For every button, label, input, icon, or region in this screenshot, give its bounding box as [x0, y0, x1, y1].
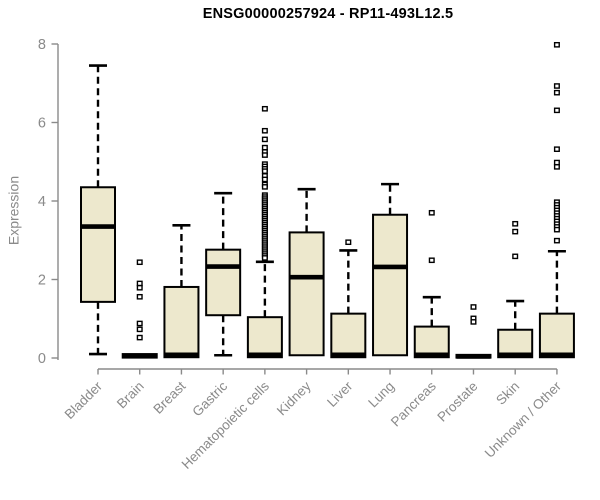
- outlier-point: [553, 146, 560, 152]
- outlier-point: [553, 164, 560, 170]
- outlier-point: [428, 257, 435, 264]
- outlier-point: [136, 284, 143, 291]
- box-prostate: [455, 304, 492, 359]
- chart-title: ENSG00000257924 - RP11-493L12.5: [202, 6, 454, 22]
- x-tick-label-gastric: Gastric: [189, 378, 230, 419]
- x-tick-label-skin: Skin: [493, 379, 522, 408]
- outlier-point: [261, 255, 268, 261]
- outlier-point: [136, 293, 143, 300]
- x-tick-label-liver: Liver: [324, 378, 356, 410]
- outlier-point: [261, 184, 268, 190]
- outlier-point: [261, 144, 268, 151]
- outlier-point: [261, 127, 268, 134]
- outlier-point: [470, 304, 477, 310]
- x-tick-label-bladder: Bladder: [62, 378, 106, 422]
- outlier-point: [553, 159, 560, 166]
- outlier-point: [261, 136, 268, 143]
- outlier-point: [553, 237, 560, 244]
- x-tick-label-kidney: Kidney: [274, 378, 314, 418]
- box-brain: [121, 259, 158, 359]
- outlier-point: [512, 228, 519, 235]
- outlier-point: [136, 280, 143, 287]
- outlier-point: [136, 259, 143, 266]
- y-tick-label: 6: [38, 116, 46, 132]
- outlier-point: [136, 334, 143, 341]
- box-liver: [330, 239, 367, 359]
- outlier-point: [136, 320, 143, 327]
- box-hematopoietic-cells: [246, 105, 283, 359]
- outlier-point: [553, 83, 560, 89]
- outlier-point: [553, 226, 560, 233]
- y-tick-label: 0: [38, 351, 46, 367]
- outlier-point: [470, 319, 477, 325]
- box-gastric: [205, 191, 242, 357]
- box-breast: [163, 224, 200, 359]
- outlier-point: [345, 239, 352, 246]
- x-tick-label-lung: Lung: [365, 379, 397, 411]
- box-kidney: [288, 187, 325, 357]
- y-axis-label: Expression: [5, 175, 22, 246]
- x-tick-label-prostate: Prostate: [434, 379, 480, 425]
- outlier-point: [512, 220, 519, 227]
- box-pancreas: [413, 209, 450, 359]
- outlier-point: [261, 105, 268, 112]
- outlier-point: [261, 168, 268, 174]
- y-tick-label: 2: [38, 273, 46, 289]
- x-tick-label-unknown-other: Unknown / Other: [482, 378, 565, 461]
- x-tick-label-brain: Brain: [114, 379, 147, 412]
- x-tick-label-pancreas: Pancreas: [388, 378, 439, 429]
- box-unknown-other: [538, 41, 575, 359]
- y-axis: 0 2 4 6 8: [38, 37, 59, 367]
- box-lung: [372, 182, 409, 357]
- box-skin: [497, 220, 534, 359]
- outlier-point: [136, 326, 143, 333]
- outlier-point: [261, 176, 268, 183]
- outlier-point: [553, 89, 560, 96]
- outlier-point: [553, 41, 560, 48]
- outlier-point: [553, 107, 560, 114]
- outlier-point: [261, 152, 268, 158]
- x-tick-label-breast: Breast: [150, 378, 188, 416]
- outlier-point: [428, 209, 435, 216]
- y-tick-label: 8: [38, 37, 46, 53]
- outlier-point: [512, 253, 519, 260]
- box-bladder: [80, 64, 116, 356]
- y-tick-label: 4: [38, 194, 46, 210]
